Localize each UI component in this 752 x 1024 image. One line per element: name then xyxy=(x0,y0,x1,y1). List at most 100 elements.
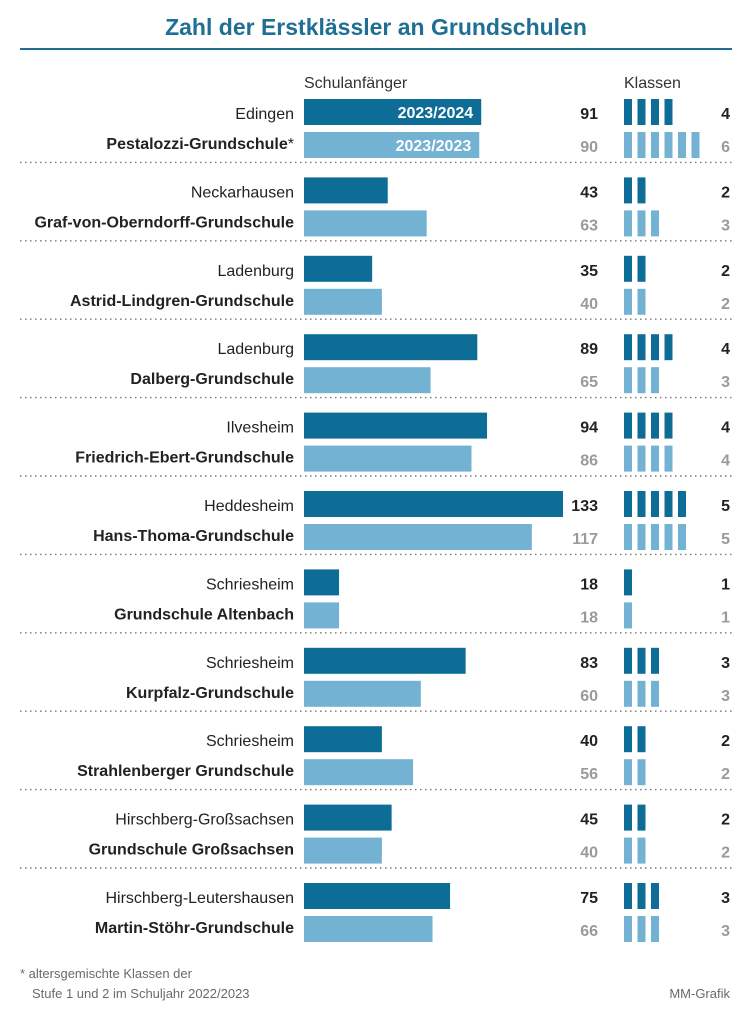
classes-previous: 5 xyxy=(721,531,730,548)
town-label: Heddesheim xyxy=(204,498,294,515)
header-klassen: Klassen xyxy=(624,75,681,92)
class-square-current xyxy=(678,491,686,517)
class-square-previous xyxy=(624,132,632,158)
value-previous: 86 xyxy=(580,453,598,470)
classes-current: 5 xyxy=(721,498,730,515)
town-label: Ilvesheim xyxy=(226,420,294,437)
class-square-previous xyxy=(637,916,646,942)
classes-previous: 3 xyxy=(721,923,730,940)
value-previous: 60 xyxy=(580,688,598,705)
footnote-line-1: * altersgemischte Klassen der xyxy=(20,966,192,981)
classes-current: 2 xyxy=(721,733,730,750)
value-current: 45 xyxy=(580,812,598,829)
class-square-current xyxy=(651,883,659,909)
class-square-previous xyxy=(637,367,646,394)
classes-current: 4 xyxy=(721,420,730,437)
class-square-previous xyxy=(651,132,659,158)
town-label: Schriesheim xyxy=(206,733,294,750)
class-square-current xyxy=(664,334,673,361)
class-square-previous xyxy=(624,367,632,394)
bar-previous xyxy=(304,759,414,786)
value-previous: 90 xyxy=(580,139,598,156)
bar-current xyxy=(304,334,478,361)
class-square-previous xyxy=(637,288,646,315)
class-square-current xyxy=(637,334,646,361)
class-square-current xyxy=(651,334,659,361)
class-square-previous xyxy=(651,524,659,550)
classes-previous: 3 xyxy=(721,688,730,705)
bar-previous xyxy=(304,916,433,942)
class-square-current xyxy=(624,883,632,909)
school-label: Hans-Thoma-Grundschule xyxy=(93,528,294,545)
class-square-previous xyxy=(664,445,673,472)
class-square-current xyxy=(624,569,632,596)
class-square-previous xyxy=(624,445,632,472)
bar-current xyxy=(304,569,340,596)
value-current: 94 xyxy=(580,420,598,437)
class-square-current xyxy=(624,255,632,282)
classes-current: 4 xyxy=(721,106,730,123)
town-label: Edingen xyxy=(235,106,294,123)
class-square-previous xyxy=(637,524,646,550)
classes-previous: 3 xyxy=(721,217,730,234)
class-square-current xyxy=(637,804,646,831)
town-label: Hirschberg-Großsachsen xyxy=(115,812,294,829)
class-square-current xyxy=(624,647,632,674)
value-previous: 117 xyxy=(572,531,598,548)
school-label: Grundschule Altenbach xyxy=(114,606,294,623)
value-current: 35 xyxy=(580,263,598,280)
value-previous: 66 xyxy=(580,923,598,940)
class-square-previous xyxy=(678,132,686,158)
class-square-previous xyxy=(637,210,646,237)
class-square-previous xyxy=(624,837,632,864)
class-square-previous xyxy=(637,132,646,158)
value-current: 40 xyxy=(580,733,598,750)
town-label: Ladenburg xyxy=(217,341,294,358)
title-rule xyxy=(20,48,732,50)
town-label: Ladenburg xyxy=(217,263,294,280)
class-square-current xyxy=(664,99,673,125)
class-square-previous xyxy=(651,445,659,472)
bar-current xyxy=(304,491,563,517)
class-square-current xyxy=(637,883,646,909)
bar-previous xyxy=(304,602,340,629)
bar-current xyxy=(304,412,488,439)
class-square-current xyxy=(637,491,646,517)
town-label: Hirschberg-Leutershausen xyxy=(105,890,294,907)
class-square-current xyxy=(664,491,673,517)
value-current: 75 xyxy=(580,890,598,907)
class-square-previous xyxy=(664,524,673,550)
classes-previous: 3 xyxy=(721,374,730,391)
classes-current: 2 xyxy=(721,812,730,829)
class-square-current xyxy=(651,647,659,674)
header-schulanfaenger: Schulanfänger xyxy=(304,75,408,92)
bar-previous xyxy=(304,445,472,472)
class-square-current xyxy=(637,647,646,674)
school-label: Strahlenberger Grundschule xyxy=(77,763,294,780)
bar-current xyxy=(304,255,373,282)
class-square-previous xyxy=(637,837,646,864)
classes-current: 2 xyxy=(721,184,730,201)
class-square-previous xyxy=(651,367,659,394)
class-square-previous xyxy=(651,210,659,237)
school-label: Pestalozzi-Grundschule* xyxy=(106,136,294,153)
value-current: 91 xyxy=(580,106,598,123)
bar-previous xyxy=(304,367,431,394)
value-current: 89 xyxy=(580,341,598,358)
class-square-current xyxy=(664,412,673,439)
town-label: Neckarhausen xyxy=(191,184,294,201)
class-square-previous xyxy=(651,916,659,942)
value-current: 83 xyxy=(580,655,598,672)
bar-previous xyxy=(304,524,532,550)
class-square-previous xyxy=(637,759,646,786)
classes-current: 4 xyxy=(721,341,730,358)
value-previous: 65 xyxy=(580,374,598,391)
class-square-previous xyxy=(664,132,673,158)
bar-current xyxy=(304,177,388,204)
value-previous: 18 xyxy=(580,609,598,626)
classes-previous: 4 xyxy=(721,453,730,470)
class-square-current xyxy=(637,99,646,125)
classes-previous: 2 xyxy=(721,845,730,862)
class-square-previous xyxy=(678,524,686,550)
bar-current xyxy=(304,726,382,753)
